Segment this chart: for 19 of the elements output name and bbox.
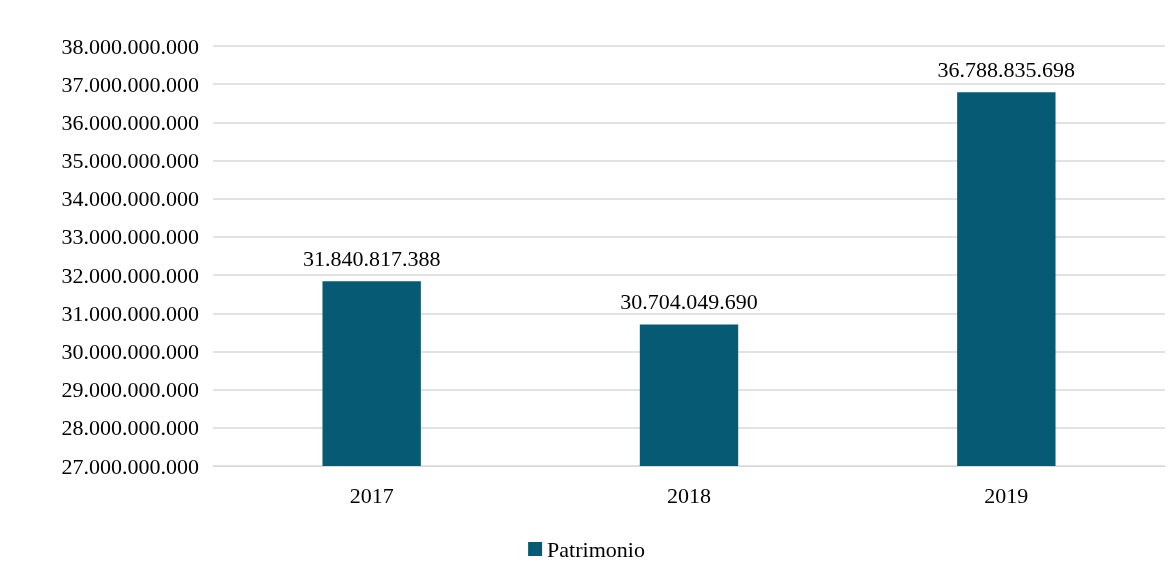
y-tick-label: 36.000.000.000 xyxy=(61,109,199,135)
y-tick-label: 29.000.000.000 xyxy=(61,377,199,403)
y-tick-label: 27.000.000.000 xyxy=(61,453,199,479)
y-tick-label: 35.000.000.000 xyxy=(61,148,199,174)
data-label: 36.788.835.698 xyxy=(937,56,1076,82)
x-tick-label: 2018 xyxy=(667,482,711,508)
x-tick-label: 2017 xyxy=(349,482,394,508)
y-tick-label: 38.000.000.000 xyxy=(61,33,199,59)
data-label: 31.840.817.388 xyxy=(302,245,441,271)
y-tick-label: 33.000.000.000 xyxy=(61,224,199,250)
y-tick-label: 34.000.000.000 xyxy=(61,186,199,212)
y-tick-label: 28.000.000.000 xyxy=(61,415,199,441)
y-tick-label: 30.000.000.000 xyxy=(61,338,199,364)
y-tick-label: 37.000.000.000 xyxy=(61,71,199,97)
x-tick-label: 2019 xyxy=(984,482,1029,508)
y-tick-label: 31.000.000.000 xyxy=(61,300,199,326)
data-label: 30.704.049.690 xyxy=(620,289,758,315)
legend-label: Patrimonio xyxy=(547,536,645,562)
y-tick-label: 32.000.000.000 xyxy=(61,262,199,288)
